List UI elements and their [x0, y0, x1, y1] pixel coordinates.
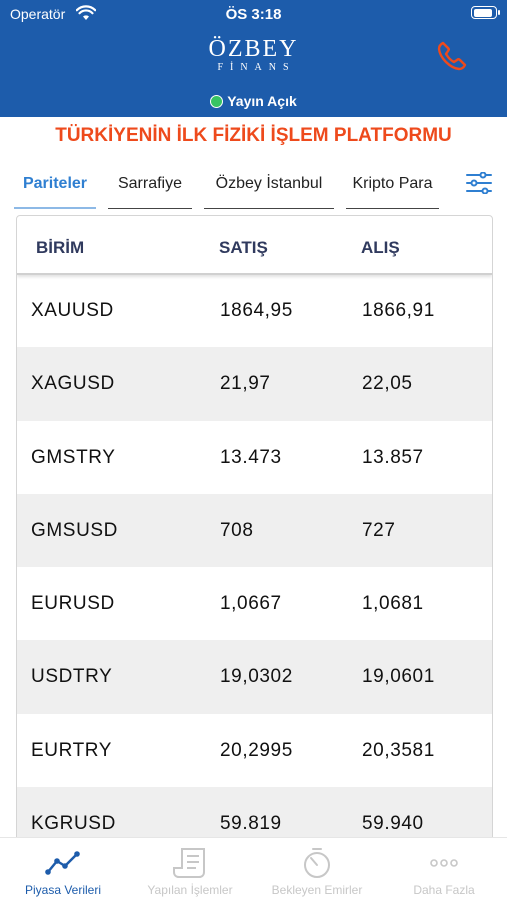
tab-bar: Pariteler Sarrafiye Özbey İstanbul Kript… — [0, 166, 507, 210]
logo-main-text: ÖZBEY — [208, 36, 299, 62]
cell-satis: 1864,95 — [220, 300, 293, 321]
column-header-birim: BİRİM — [36, 238, 85, 257]
nav-bekleyen-emirler[interactable]: Bekleyen Emirler — [254, 838, 380, 901]
cell-birim: GMSTRY — [31, 446, 116, 468]
table-row[interactable]: XAGUSD 21,97 22,05 — [17, 347, 492, 421]
sliders-icon[interactable] — [466, 172, 492, 194]
table-row[interactable]: EURTRY 20,2995 20,3581 — [17, 714, 492, 787]
table-body: XAUUSD 1864,95 1866,91 XAGUSD 21,97 22,05 GMST… — [17, 274, 492, 856]
receipt-icon — [173, 848, 205, 878]
live-indicator-icon — [210, 95, 224, 108]
cell-birim: GMSUSD — [31, 519, 118, 541]
tab-label: Kripto Para — [352, 175, 433, 192]
table-row[interactable]: EURUSD 1,0667 1,0681 — [17, 567, 492, 640]
table-row[interactable]: XAUUSD 1864,95 1866,91 — [17, 274, 492, 347]
nav-label: Yapılan İşlemler — [147, 883, 233, 897]
logo-sub-text: FİNANS — [217, 62, 296, 73]
tab-underline — [14, 207, 96, 209]
wifi-icon — [76, 5, 96, 20]
cell-alis: 1866,91 — [362, 300, 435, 321]
cell-satis: 59.819 — [220, 813, 282, 835]
tab-underline — [346, 207, 439, 209]
table-row[interactable]: USDTRY 19,0302 19,0601 — [17, 640, 492, 714]
brand-logo: ÖZBEY FİNANS — [0, 36, 507, 73]
carrier-label: Operatör — [10, 6, 66, 22]
battery-icon — [471, 6, 500, 19]
cell-birim: XAGUSD — [31, 373, 115, 395]
column-header-alis: ALIŞ — [361, 238, 400, 257]
tab-pariteler[interactable]: Pariteler — [14, 166, 96, 209]
live-status-label: Yayın Açık — [227, 93, 297, 109]
nav-piyasa-verileri[interactable]: Piyasa Verileri — [0, 838, 126, 901]
nav-yapilan-islemler[interactable]: Yapılan İşlemler — [127, 838, 253, 901]
cell-birim: KGRUSD — [31, 813, 116, 835]
cell-alis: 19,0601 — [362, 666, 435, 688]
tab-underline — [108, 207, 192, 209]
tab-label: Sarrafiye — [117, 175, 183, 192]
bottom-navigation: Piyasa Verileri Yapılan İşlemler Bekleye… — [0, 837, 507, 901]
status-bar: Operatör ÖS 3:18 — [0, 0, 507, 28]
nav-label: Daha Fazla — [413, 883, 475, 897]
nav-label: Bekleyen Emirler — [271, 883, 363, 897]
tab-ozbey-istanbul[interactable]: Özbey İstanbul — [204, 166, 334, 209]
tab-label: Pariteler — [22, 175, 88, 192]
tab-kripto-para[interactable]: Kripto Para — [346, 166, 439, 209]
cell-birim: EURTRY — [31, 739, 113, 761]
phone-icon[interactable] — [434, 38, 472, 74]
cell-alis: 1,0681 — [362, 593, 424, 615]
table-row[interactable]: GMSTRY 13.473 13.857 — [17, 421, 492, 494]
cell-satis: 708 — [220, 519, 254, 541]
cell-alis: 59.940 — [362, 813, 424, 835]
cell-satis: 21,97 — [220, 373, 271, 395]
cell-alis: 13.857 — [362, 446, 424, 468]
cell-satis: 20,2995 — [220, 739, 293, 761]
tab-underline — [204, 207, 334, 209]
timer-icon — [304, 848, 330, 878]
cell-satis: 1,0667 — [220, 593, 282, 615]
cell-alis: 22,05 — [362, 373, 413, 395]
nav-daha-fazla[interactable]: Daha Fazla — [381, 838, 507, 901]
cell-alis: 20,3581 — [362, 739, 435, 761]
nav-label: Piyasa Verileri — [24, 883, 102, 897]
column-header-satis: SATIŞ — [219, 238, 268, 257]
tab-label: Özbey İstanbul — [215, 175, 323, 192]
cell-birim: EURUSD — [31, 593, 115, 615]
cell-satis: 19,0302 — [220, 666, 293, 688]
rates-table: BİRİM SATIŞ ALIŞ XAUUSD 1864,95 1866,91 XAG… — [16, 215, 493, 857]
status-time: ÖS 3:18 — [225, 6, 282, 23]
cell-alis: 727 — [362, 519, 396, 541]
table-header: BİRİM SATIŞ ALIŞ — [17, 216, 492, 275]
table-row[interactable]: GMSUSD 708 727 — [17, 493, 492, 568]
cell-birim: USDTRY — [31, 666, 113, 688]
live-status: Yayın Açık — [0, 93, 507, 109]
more-dots-icon — [430, 859, 458, 867]
app-header: Operatör ÖS 3:18 ÖZBEY FİNANS Yayın Açık — [0, 0, 507, 117]
cell-satis: 13.473 — [220, 446, 282, 468]
chart-line-icon — [45, 851, 80, 875]
tab-sarrafiye[interactable]: Sarrafiye — [108, 166, 192, 209]
cell-birim: XAUUSD — [31, 300, 114, 321]
battery-level — [473, 8, 493, 17]
platform-banner: TÜRKİYENİN İLK FİZİKİ İŞLEM PLATFORMU — [55, 125, 452, 146]
